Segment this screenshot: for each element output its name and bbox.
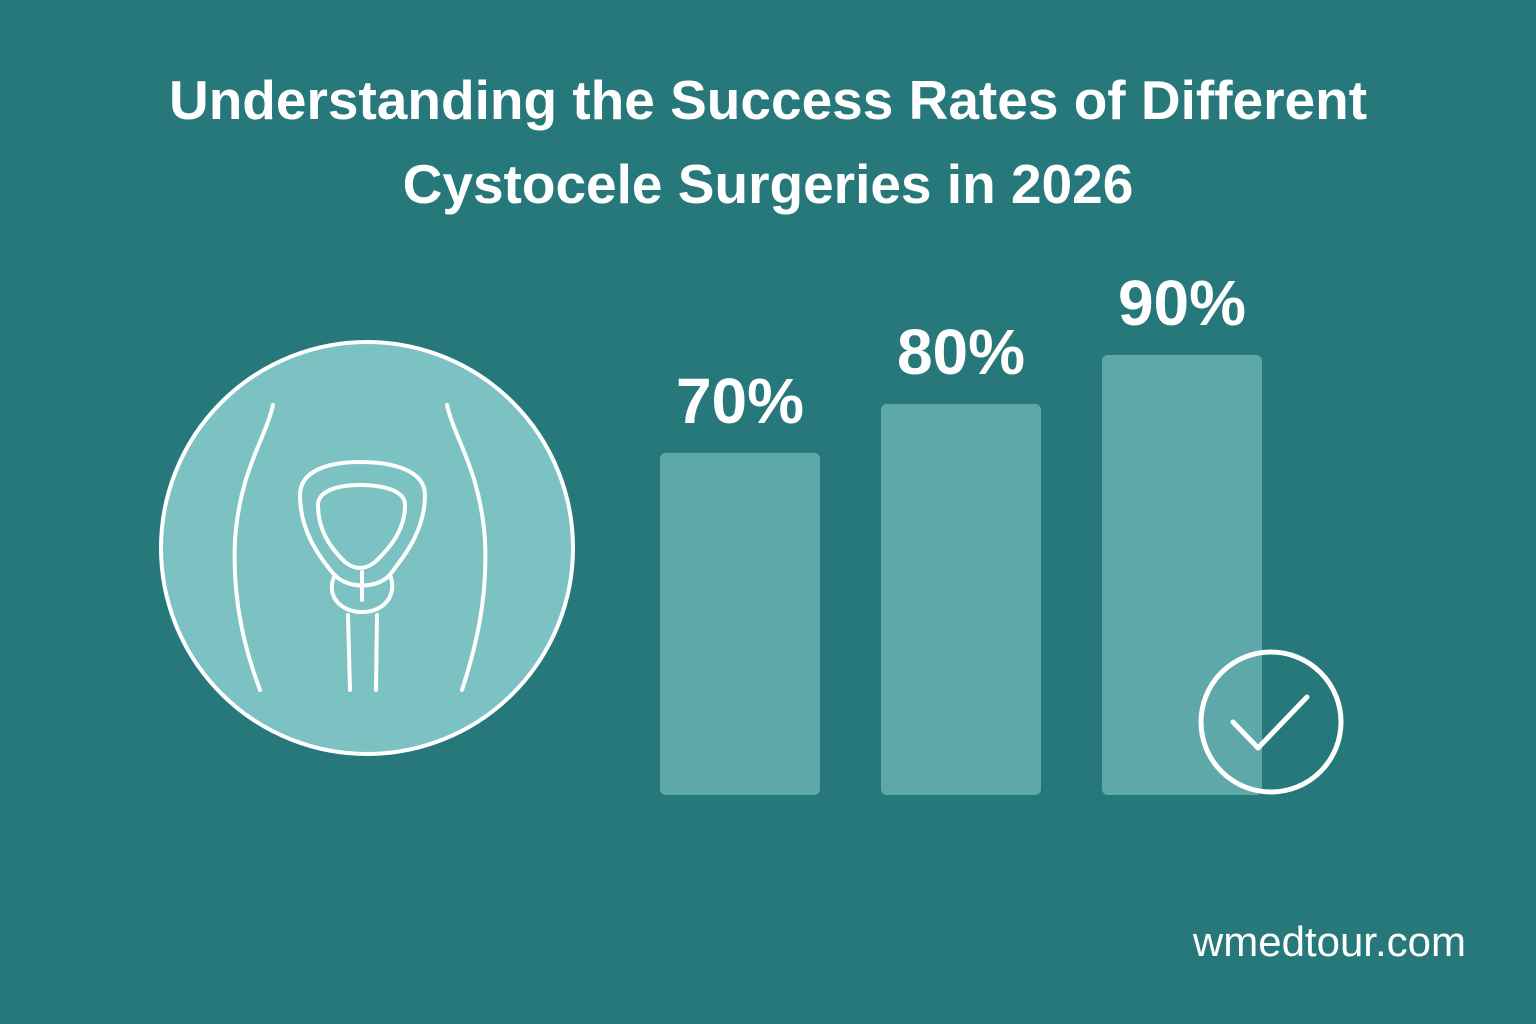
bar xyxy=(660,452,820,795)
bar xyxy=(1102,355,1262,795)
bladder-icon xyxy=(159,340,575,756)
footer: wmedtour.com xyxy=(1192,918,1466,965)
value-label: 70% xyxy=(676,365,804,437)
value-label: 90% xyxy=(1118,267,1246,339)
chart-title: Understanding the Success Rates of Diffe… xyxy=(168,69,1368,215)
bar xyxy=(881,403,1041,795)
value-label: 80% xyxy=(897,316,1025,388)
check-icon xyxy=(1198,649,1344,795)
